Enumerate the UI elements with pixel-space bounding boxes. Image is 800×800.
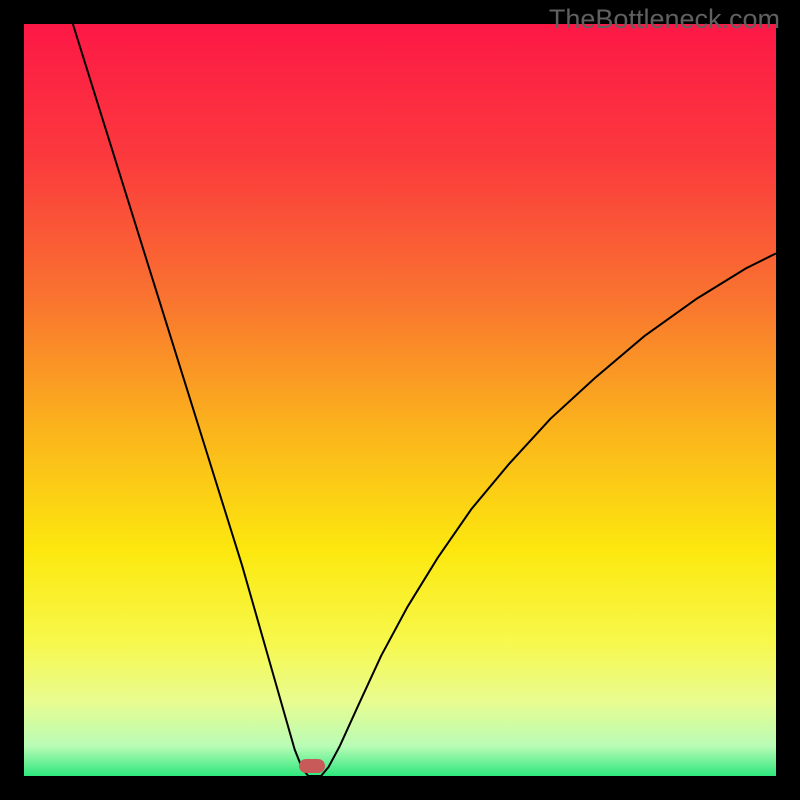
chart-container: TheBottleneck.com [0, 0, 800, 800]
bottleneck-curve [24, 24, 776, 776]
curve-path [73, 24, 776, 776]
plot-area [24, 24, 776, 776]
watermark-text: TheBottleneck.com [549, 4, 780, 35]
optimum-marker [299, 759, 325, 773]
